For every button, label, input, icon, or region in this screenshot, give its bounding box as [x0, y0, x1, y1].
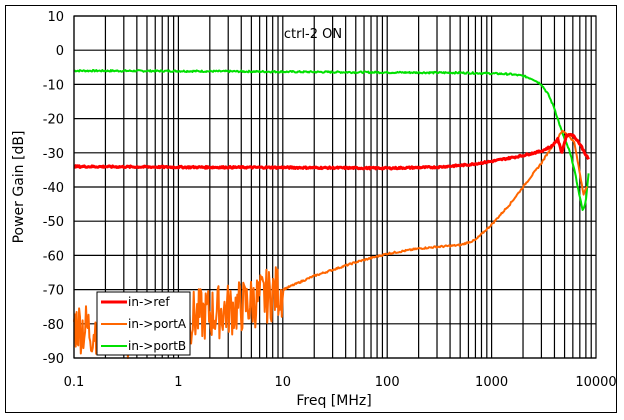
y-tick-label: -20 [43, 113, 64, 128]
legend-label-porta: in->portA [128, 317, 187, 331]
x-axis-label: Freq [MHz] [296, 393, 371, 409]
y-tick-label: -50 [43, 215, 64, 230]
y-tick-label: -10 [43, 78, 64, 93]
x-tick-label: 10000 [575, 375, 616, 390]
legend-item-ref: in->ref [101, 295, 170, 309]
y-tick-label: -30 [43, 147, 64, 162]
legend-item-porta: in->portA [101, 317, 187, 331]
y-tick-label: -90 [43, 352, 64, 367]
legend: in->ref in->portA in->portB [96, 291, 191, 356]
y-tick-label: -40 [43, 181, 64, 196]
y-tick-label: -60 [43, 249, 64, 264]
series-line [73, 132, 590, 171]
plot-area-border [73, 15, 597, 359]
y-axis-label: Power Gain [dB] [11, 131, 27, 244]
legend-item-portb: in->portB [101, 339, 186, 353]
y-tick-label: 10 [47, 10, 64, 25]
y-tick-label: -80 [43, 318, 64, 333]
chart-frame [5, 5, 617, 413]
y-axis-ticks: 10 0 -10 -20 -30 -40 -50 -60 -70 -80 -90 [43, 10, 64, 367]
y-tick-label: -70 [43, 284, 64, 299]
x-tick-label: 1 [174, 375, 182, 390]
chart-title: ctrl-2 ON [284, 27, 342, 42]
x-tick-label: 100 [375, 375, 400, 390]
legend-label-ref: in->ref [128, 295, 170, 309]
x-tick-label: 1000 [475, 375, 508, 390]
y-tick-label: 0 [56, 44, 64, 59]
x-axis-ticks: 0.1 1 10 100 1000 10000 [64, 375, 617, 390]
series-line [73, 69, 590, 211]
x-tick-label: 10 [275, 375, 292, 390]
legend-label-portb: in->portB [128, 339, 186, 353]
x-tick-label: 0.1 [64, 375, 85, 390]
